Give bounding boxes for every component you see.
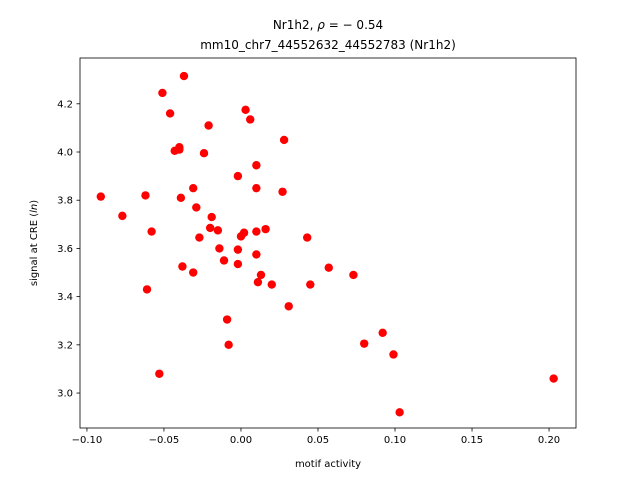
data-point-7 bbox=[165, 109, 175, 118]
data-point-21 bbox=[207, 212, 216, 222]
data-point-18 bbox=[199, 149, 209, 158]
data-point-10 bbox=[175, 142, 184, 152]
data-point-14 bbox=[189, 183, 198, 193]
data-point-40 bbox=[261, 224, 270, 234]
data-point-38 bbox=[253, 277, 263, 287]
data-point-28 bbox=[233, 245, 243, 254]
x-tick-label-3: 0.05 bbox=[307, 435, 329, 446]
data-point-11 bbox=[176, 193, 186, 202]
data-point-33 bbox=[246, 115, 255, 124]
data-point-26 bbox=[224, 340, 233, 350]
data-point-44 bbox=[284, 302, 293, 311]
data-point-15 bbox=[189, 268, 198, 277]
data-point-25 bbox=[222, 315, 232, 324]
data-point-42 bbox=[278, 187, 287, 196]
y-tick-label-6: 4.2 bbox=[57, 99, 73, 110]
data-point-16 bbox=[192, 203, 201, 212]
data-point-51 bbox=[389, 350, 398, 359]
data-point-5 bbox=[155, 369, 164, 378]
y-tick-label-4: 3.8 bbox=[57, 196, 73, 207]
chart-title-line1: Nr1h2, ρ = − 0.54 bbox=[273, 18, 383, 32]
data-point-32 bbox=[241, 105, 250, 115]
data-point-43 bbox=[279, 135, 289, 145]
data-point-27 bbox=[233, 171, 243, 181]
y-tick-label-3: 3.6 bbox=[57, 244, 73, 255]
data-point-50 bbox=[378, 328, 387, 337]
x-tick-label-1: −0.05 bbox=[149, 435, 180, 446]
data-point-48 bbox=[349, 270, 358, 280]
data-point-36 bbox=[252, 227, 261, 236]
data-point-31 bbox=[239, 228, 249, 237]
data-point-34 bbox=[252, 161, 261, 170]
data-point-17 bbox=[195, 233, 204, 242]
data-points bbox=[96, 71, 558, 417]
data-point-1 bbox=[118, 211, 127, 221]
data-point-3 bbox=[142, 285, 152, 294]
plot-area-frame bbox=[79, 57, 577, 429]
data-point-0 bbox=[96, 192, 106, 201]
data-point-37 bbox=[252, 250, 261, 259]
y-tick-label-0: 3.0 bbox=[57, 389, 73, 400]
x-axis-label: motif activity bbox=[295, 459, 361, 470]
y-tick-label-5: 4.0 bbox=[57, 148, 73, 159]
data-point-35 bbox=[252, 183, 261, 193]
data-point-53 bbox=[549, 374, 558, 383]
data-point-41 bbox=[267, 280, 276, 289]
x-axis-ticks: −0.10 −0.05 0.00 0.05 0.10 0.15 0.20 bbox=[72, 428, 560, 446]
data-point-46 bbox=[306, 280, 315, 289]
data-point-24 bbox=[219, 256, 229, 265]
data-point-6 bbox=[158, 88, 167, 98]
data-point-47 bbox=[324, 263, 333, 272]
data-point-2 bbox=[141, 191, 150, 200]
data-point-13 bbox=[179, 71, 189, 81]
data-point-39 bbox=[256, 270, 266, 280]
y-tick-label-1: 3.2 bbox=[57, 340, 73, 351]
data-point-45 bbox=[303, 233, 312, 242]
y-tick-label-2: 3.4 bbox=[57, 292, 73, 303]
x-tick-label-5: 0.15 bbox=[461, 435, 483, 446]
data-point-29 bbox=[233, 259, 243, 269]
data-point-22 bbox=[213, 226, 223, 235]
data-point-19 bbox=[204, 121, 213, 130]
x-tick-label-0: −0.10 bbox=[72, 435, 103, 446]
data-point-20 bbox=[205, 223, 215, 233]
y-axis-ticks: 3.0 3.2 3.4 3.6 3.8 4.0 4.2 bbox=[57, 99, 80, 400]
data-point-23 bbox=[215, 244, 224, 253]
data-point-52 bbox=[395, 408, 404, 417]
x-tick-label-6: 0.20 bbox=[538, 435, 560, 446]
data-point-12 bbox=[178, 262, 187, 271]
x-tick-label-4: 0.10 bbox=[384, 435, 406, 446]
data-point-4 bbox=[147, 227, 156, 236]
y-axis-label: signal at CRE (ln) bbox=[29, 200, 40, 286]
data-point-49 bbox=[360, 339, 369, 348]
chart-title-line2: mm10_chr7_44552632_44552783 (Nr1h2) bbox=[200, 38, 456, 52]
x-tick-label-2: 0.00 bbox=[230, 435, 252, 446]
